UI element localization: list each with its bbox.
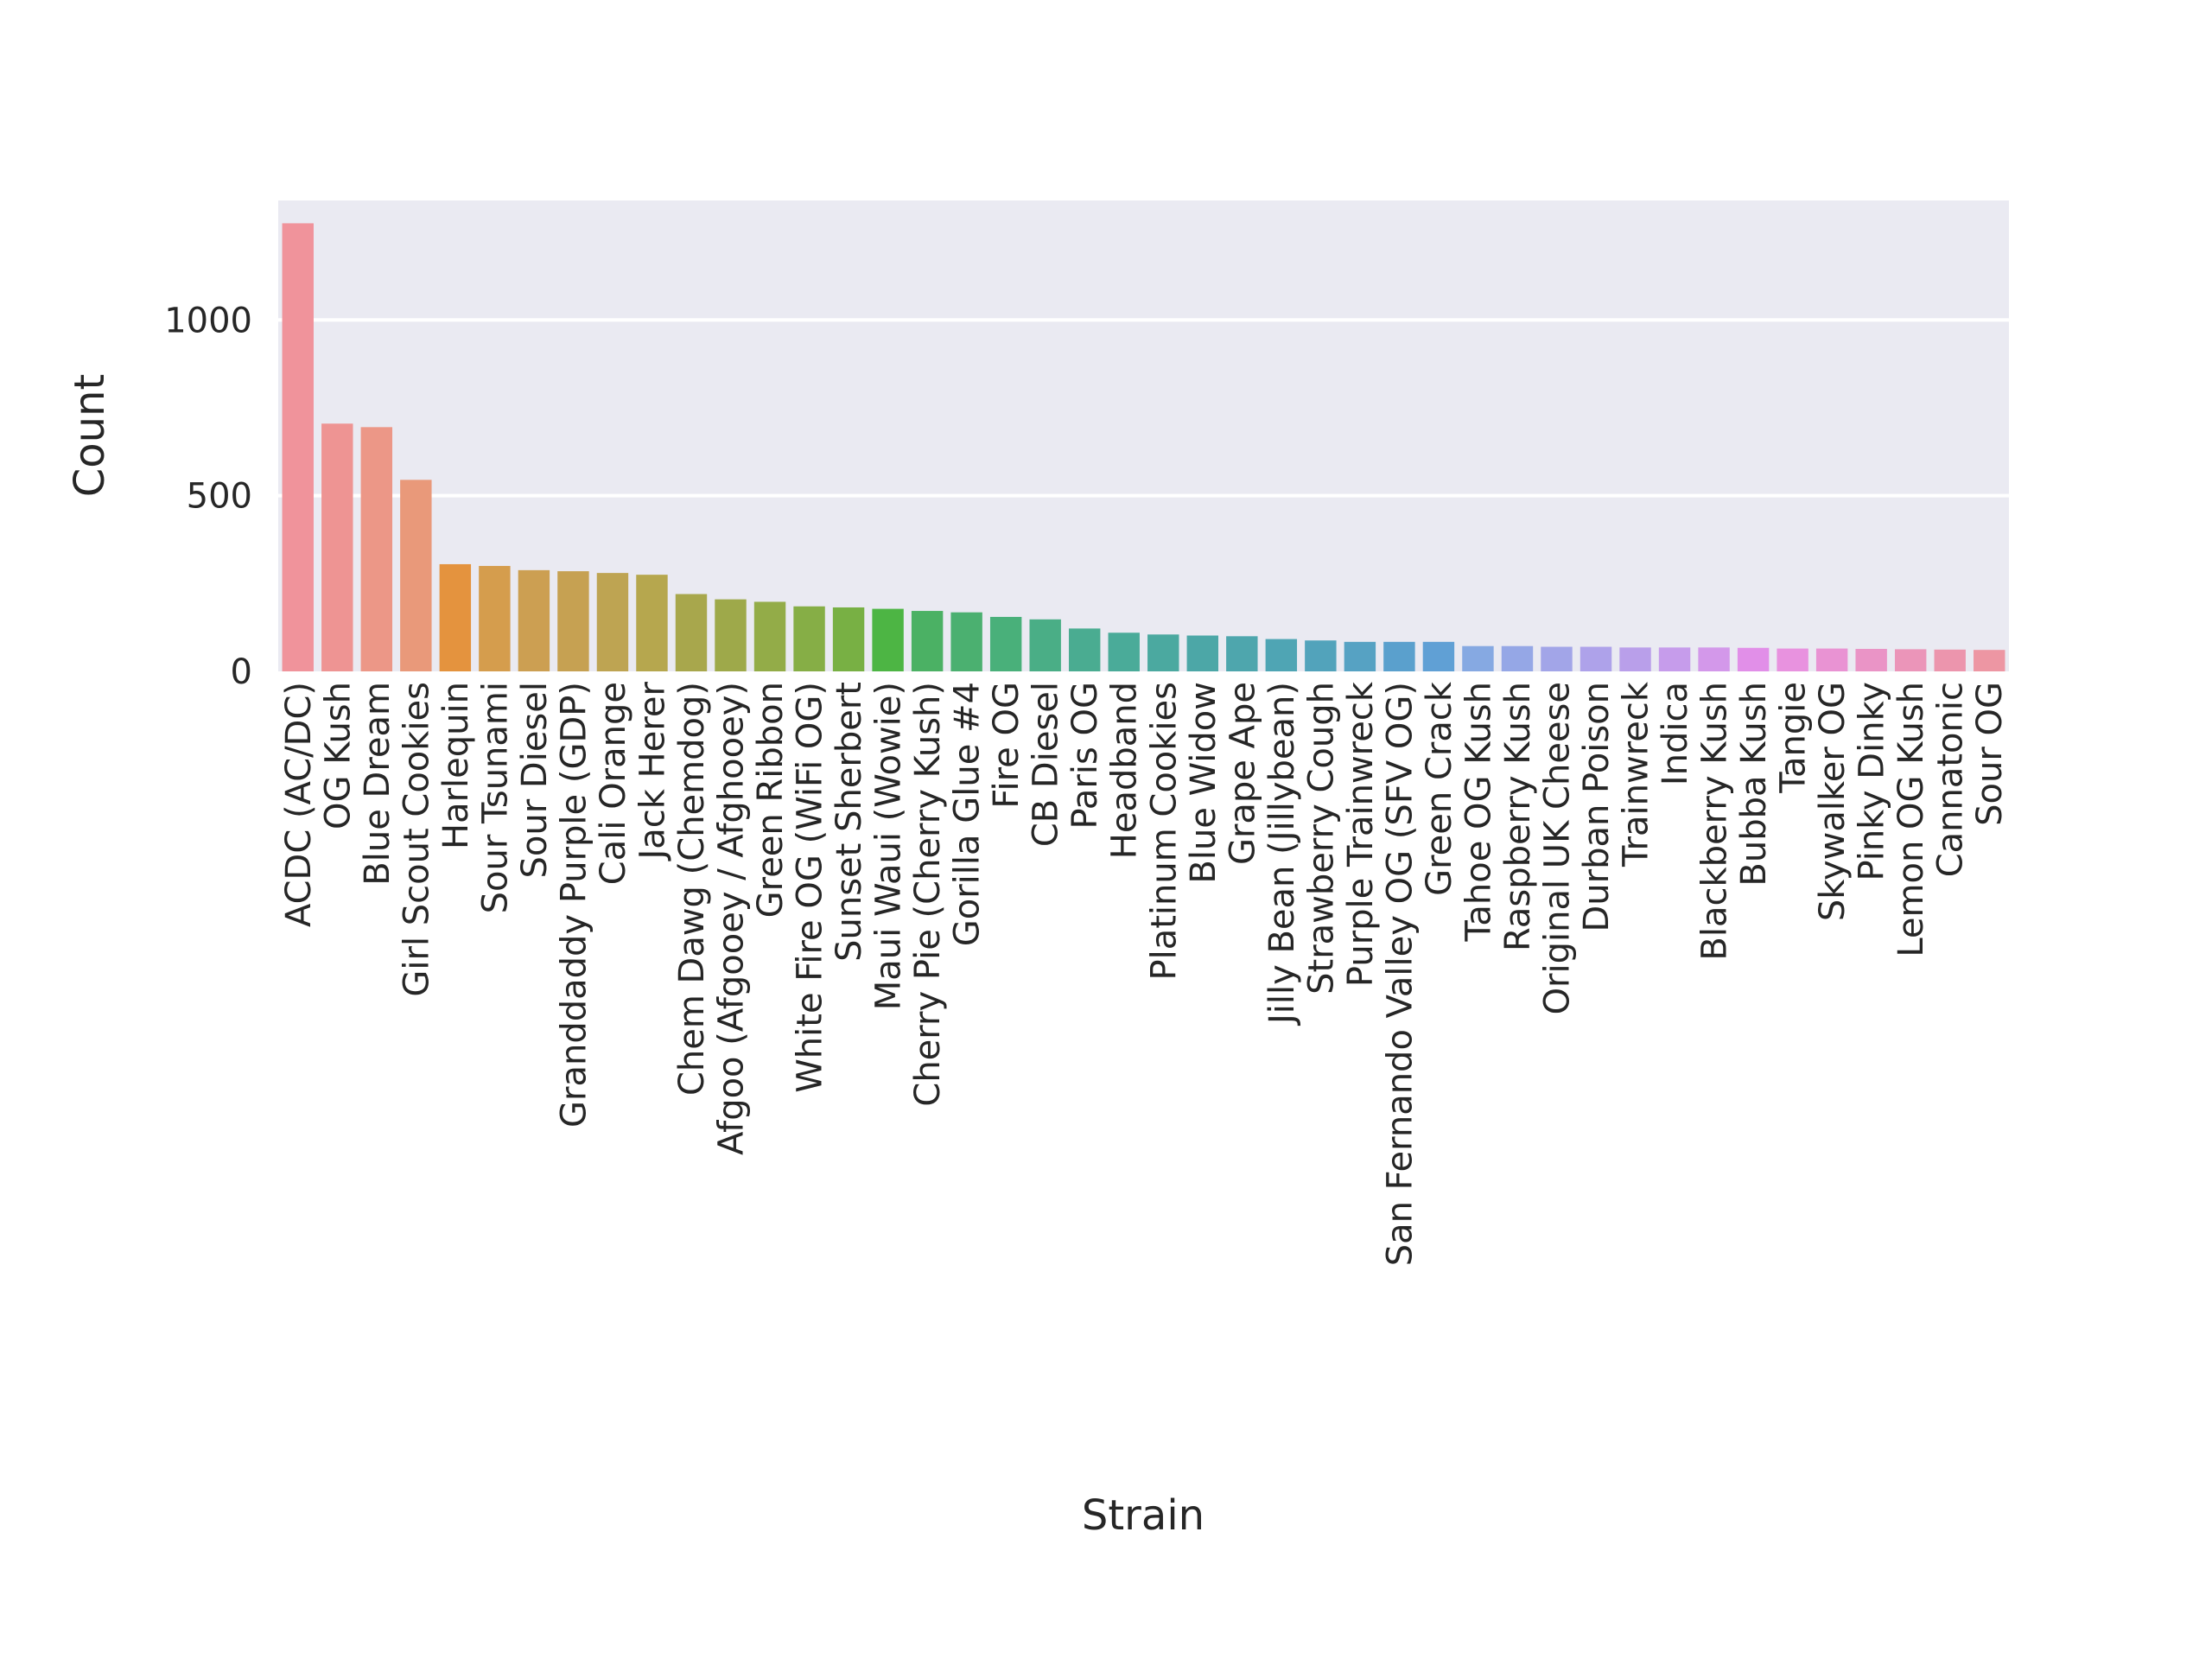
bar (596, 573, 629, 671)
bar (1344, 641, 1376, 671)
y-tick-labels: 0 500 1000 (164, 301, 252, 692)
bar (753, 601, 786, 671)
bar (1777, 648, 1808, 671)
x-tick-label: Pinky Dinky (1853, 682, 1892, 881)
bar (1462, 645, 1494, 671)
y-tick-label: 0 (231, 652, 252, 692)
bar (1934, 649, 1966, 671)
x-tick-label: Purple Trainwreck (1341, 681, 1381, 987)
x-tick-label: Fire OG (987, 682, 1027, 809)
bar (1029, 619, 1061, 671)
x-tick-label: San Fernando Valley OG (SFV OG) (1380, 682, 1420, 1266)
x-tick-label: White Fire OG (WiFi OG) (791, 682, 830, 1093)
x-tick-label: Grape Ape (1223, 682, 1262, 865)
x-tick-label: Raspberry Kush (1498, 682, 1538, 951)
bar (400, 480, 432, 671)
x-tick-label: Tangie (1774, 682, 1814, 794)
y-tick-label: 500 (187, 477, 252, 517)
bar (1186, 635, 1218, 671)
x-tick-label: Skywalker OG (1813, 682, 1853, 921)
bar (282, 223, 314, 672)
bar (715, 599, 747, 671)
bar (989, 616, 1022, 671)
bar (1383, 641, 1415, 671)
bar (1855, 648, 1887, 671)
bar (1226, 636, 1258, 671)
bar (1422, 641, 1455, 671)
bar (1894, 649, 1927, 671)
bar (518, 569, 550, 671)
x-axis-title: Strain (1082, 1491, 1205, 1540)
x-tick-label: Jilly Bean (Jillybean) (1262, 682, 1302, 1027)
bar (557, 571, 589, 671)
bar (1698, 647, 1730, 671)
x-tick-label: Cali Orange (594, 682, 633, 885)
y-gridlines (278, 318, 2009, 498)
bar (1815, 648, 1848, 671)
x-tick-label: Cannatonic (1931, 682, 1971, 877)
bar (1069, 628, 1101, 671)
bar (479, 565, 511, 671)
x-tick-label: Jack Herer (632, 681, 672, 861)
x-tick-label: Sour OG (1970, 682, 2010, 826)
x-tick-label: CB Diesel (1027, 682, 1066, 847)
x-tick-label: Green Crack (1420, 681, 1459, 896)
bar (1580, 646, 1612, 671)
x-tick-label: OG Kush (318, 682, 358, 830)
bars (282, 223, 2005, 672)
x-tick-label: Trainwreck (1617, 681, 1656, 868)
x-tick-label: Indica (1656, 682, 1695, 785)
x-tick-label: Girl Scout Cookies (397, 682, 436, 997)
bar (360, 427, 393, 671)
x-tick-label: Platinum Cookies (1144, 682, 1184, 981)
x-tick-label: Strawberry Cough (1301, 682, 1341, 995)
x-tick-label: Headband (1105, 682, 1145, 859)
x-tick-label: Maui Waui (Wowie) (869, 682, 909, 1010)
bar (832, 607, 865, 671)
x-tick-label: Blackberry Kush (1695, 682, 1735, 961)
x-tick-label: Afgoo (Afgooey / Afghooey) (712, 682, 752, 1155)
x-tick-label: Granddaddy Purple (GDP) (554, 682, 594, 1128)
bar (1305, 640, 1337, 671)
bar (1619, 647, 1651, 671)
x-tick-label: Blue Dream (358, 682, 397, 886)
x-tick-label: Blue Widow (1184, 682, 1224, 884)
bar (1658, 647, 1691, 671)
bar (1147, 634, 1179, 671)
x-tick-label: Lemon OG Kush (1891, 682, 1931, 957)
x-tick-label: Sour Tsunami (475, 682, 515, 913)
x-tick-label: Gorilla Glue #4 (948, 682, 988, 946)
bar (439, 563, 472, 671)
x-tick-label: Sunset Sherbert (830, 682, 869, 962)
bar (1737, 647, 1770, 671)
x-tick-label: Chem Dawg (Chemdog) (672, 682, 712, 1096)
bar (1541, 646, 1573, 671)
x-tick-label: ACDC (AC/DC) (279, 682, 319, 927)
bar (1265, 639, 1298, 671)
x-tick-label: Cherry Pie (Cherry Kush) (908, 682, 948, 1107)
bar (321, 423, 353, 671)
bar (675, 594, 708, 671)
bar (636, 575, 668, 671)
bar (872, 608, 904, 671)
y-tick-label: 1000 (164, 301, 252, 340)
bar (1108, 632, 1140, 671)
bar (950, 612, 982, 671)
x-tick-labels: ACDC (AC/DC) OG Kush Blue Dream Girl Scout … (279, 681, 2010, 1266)
x-tick-label: Sour Diesel (515, 682, 555, 878)
y-axis-title: Count (66, 374, 114, 498)
x-tick-label: Durban Poison (1577, 682, 1617, 932)
x-tick-label: Paris OG (1065, 682, 1105, 829)
x-tick-label: Bubba Kush (1734, 682, 1774, 887)
bar (1501, 645, 1534, 671)
bar (1974, 650, 2005, 671)
bar (793, 606, 825, 671)
x-tick-label: Original UK Cheese (1537, 682, 1577, 1014)
bar (911, 611, 944, 671)
x-tick-label: Green Ribbon (751, 682, 791, 918)
x-tick-label: Harlequin (436, 682, 476, 849)
x-tick-label: Tahoe OG Kush (1459, 682, 1498, 942)
